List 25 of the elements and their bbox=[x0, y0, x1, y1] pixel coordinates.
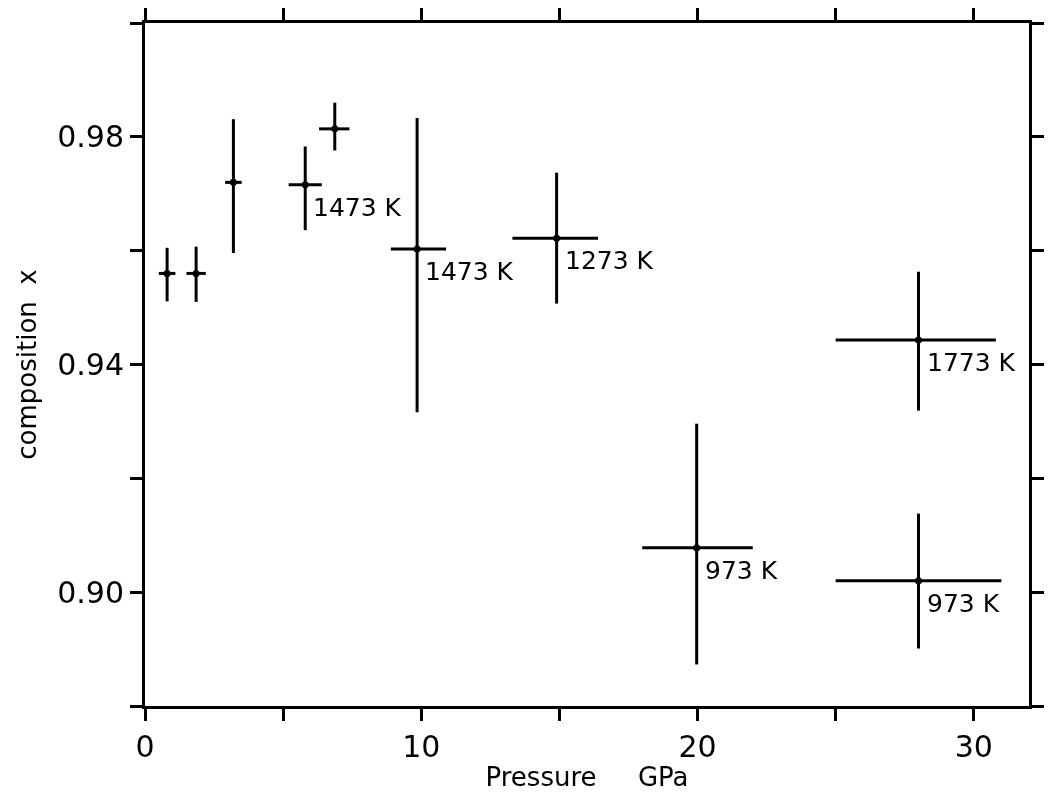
annotation: 973 K bbox=[927, 589, 1000, 618]
point bbox=[915, 336, 922, 344]
y-tick-label: 0.94 bbox=[57, 347, 124, 382]
point bbox=[331, 125, 339, 133]
point bbox=[915, 577, 922, 585]
annotation: 1773 K bbox=[927, 348, 1016, 377]
annotation: 1473 K bbox=[425, 257, 514, 286]
point bbox=[693, 544, 701, 552]
y-tick-label: 0.98 bbox=[57, 119, 124, 155]
x-tick-label: 0 bbox=[135, 729, 155, 764]
annotation: 1473 K bbox=[313, 193, 402, 222]
point bbox=[413, 245, 421, 253]
y-tick-label: 0.90 bbox=[57, 574, 124, 610]
annotation: 973 K bbox=[705, 556, 778, 585]
x-tick-label: 20 bbox=[678, 729, 717, 764]
y-axis-title: composition x bbox=[11, 269, 42, 460]
point bbox=[229, 178, 237, 186]
x-tick-label: 30 bbox=[954, 729, 993, 764]
point bbox=[192, 269, 200, 277]
annotation: 1273 K bbox=[565, 246, 654, 275]
x-tick-label: 10 bbox=[402, 729, 441, 764]
point bbox=[553, 234, 561, 242]
point bbox=[163, 269, 171, 277]
point bbox=[301, 181, 309, 189]
x-axis-title: Pressure GPa bbox=[485, 762, 689, 792]
